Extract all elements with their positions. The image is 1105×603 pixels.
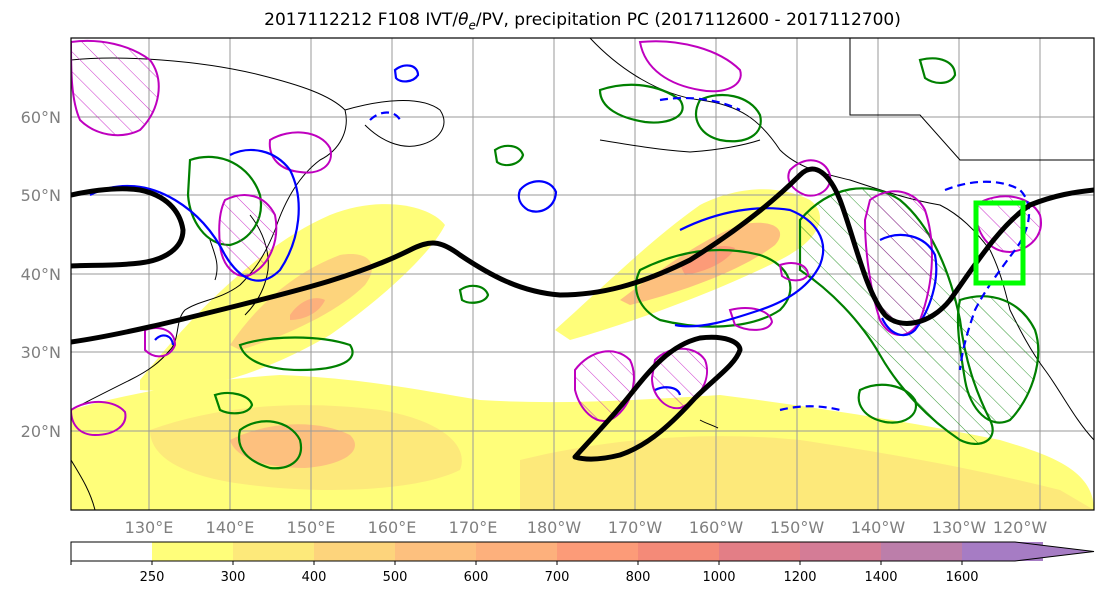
lon-label-140W: 140°W: [851, 518, 906, 537]
title-prefix: 2017112212 F108 IVT/: [264, 10, 459, 30]
title-subscript: e: [468, 18, 476, 33]
pv-contour-gulf: [879, 233, 938, 337]
theta-e-contour-subtropical-loop: [572, 334, 743, 462]
theta-e-contour-asia-loop: [71, 186, 186, 269]
precip-contour-west-1: [213, 391, 254, 415]
coast-aleutians: [599, 139, 761, 153]
precip-contour-subtropical-2: [238, 336, 354, 372]
lat-label-50N: 50°N: [21, 186, 61, 205]
lon-label-150E: 150°E: [287, 518, 336, 537]
magenta-contour-japan: [218, 194, 278, 277]
precip-contour-northeast: [918, 57, 957, 84]
coast-korea: [209, 239, 218, 281]
precip-contour-alaska-interior: [694, 93, 762, 143]
lon-label-180W: 180°W: [527, 518, 582, 537]
pv-contour-hawaii: [654, 386, 682, 396]
lon-label-170E: 170°E: [449, 518, 498, 537]
longitude-labels: 130°E 140°E 150°E 160°E 170°E 180°W 170°…: [125, 518, 1048, 537]
title-suffix: /PV, precipitation PC (2017112600 - 2017…: [475, 10, 901, 30]
magenta-contour-west-center: [144, 327, 177, 358]
magenta-contour-northwest: [71, 39, 160, 137]
latitude-labels: 60°N 50°N 40°N 30°N 20°N: [21, 108, 61, 441]
ivt-region-west-pacific-max: [290, 298, 325, 320]
precip-contour-northeast-pacific: [635, 248, 792, 328]
map-content: [71, 38, 1094, 510]
pv-contour-bering-dash: [369, 111, 401, 121]
lat-label-40N: 40°N: [21, 265, 61, 284]
colorbar-tick-label: 600: [464, 570, 489, 585]
lon-label-130W: 130°W: [932, 518, 987, 537]
figure-title: 2017112212 F108 IVT/θe/PV, precipitation…: [0, 10, 1105, 32]
colorbar-tick-label: 800: [626, 570, 651, 585]
pv-contour-subtropical-dash: [779, 405, 841, 412]
ivt-region-subtropical-max: [230, 424, 355, 468]
pv-contours: [89, 64, 1031, 412]
pv-contour-alaska-dash: [659, 96, 741, 111]
lon-label-150W: 150°W: [770, 518, 825, 537]
ivt-shading: [71, 189, 1094, 510]
lon-label-170W: 170°W: [608, 518, 663, 537]
pv-contour-west-coast: [944, 180, 1031, 371]
lat-label-30N: 30°N: [21, 343, 61, 362]
magenta-contour-pacific-ne: [728, 307, 774, 331]
magenta-contour-west: [71, 401, 127, 437]
colorbar-tick-label: 500: [383, 570, 408, 585]
lat-label-20N: 20°N: [21, 422, 61, 441]
colorbar-segment: [800, 542, 881, 561]
lon-label-160W: 160°W: [689, 518, 744, 537]
colorbar-tick-label: 1400: [864, 570, 897, 585]
magenta-contour-okhotsk: [268, 131, 332, 174]
colorbar-tick-label: 1000: [702, 570, 735, 585]
lon-label-130E: 130°E: [125, 518, 174, 537]
precip-contour-pacific-south: [857, 383, 918, 424]
colorbar-segment: [719, 542, 800, 561]
colorbar-segment: [557, 542, 638, 561]
colorbar-outline: [70, 541, 1095, 562]
colorbar-segment: [638, 542, 719, 561]
coast-philippines: [71, 459, 96, 510]
ivt-region-southeast: [520, 436, 1094, 510]
precip-contour-subtropical-1: [237, 420, 303, 470]
magenta-contour-mid: [778, 262, 810, 282]
colorbar-segment: [71, 542, 152, 561]
precip-contour-mid-pacific: [458, 284, 490, 304]
colorbar-tick-label: 250: [140, 570, 165, 585]
pv-contour-dateline: [517, 180, 558, 213]
colorbar-segment: [314, 542, 395, 561]
colorbar-tick-label: 300: [221, 570, 246, 585]
colorbar-segment: [476, 542, 557, 561]
coast-kamchatka: [344, 100, 445, 147]
pv-contour-asia: [89, 148, 300, 282]
colorbar: 250 300 400 500 600 700 800 1000 1200 1400 1600: [70, 541, 1095, 585]
border-canada-us: [849, 38, 1094, 161]
ivt-region-central-pacific-max: [680, 245, 735, 275]
lon-label-160E: 160°E: [368, 518, 417, 537]
lat-label-60N: 60°N: [21, 108, 61, 127]
coast-hawaii: [699, 419, 719, 429]
colorbar-tick-label: 400: [302, 570, 327, 585]
target-region-box: [973, 200, 1026, 286]
pv-contour-west-south: [154, 334, 175, 346]
colorbar-segment: [233, 542, 314, 561]
theta-e-contour-main: [71, 166, 1094, 345]
colorbar-extension: [962, 542, 1094, 561]
colorbar-tick-label: 1200: [783, 570, 816, 585]
magenta-contour-bering: [638, 40, 742, 93]
title-theta: θ: [458, 10, 469, 30]
lon-label-120W: 120°W: [993, 518, 1048, 537]
colorbar-tick-label: 1600: [945, 570, 978, 585]
precip-contour-dateline: [493, 144, 525, 167]
pv-contour-kamchatka: [393, 64, 420, 83]
colorbar-segment: [152, 542, 233, 561]
pv-contour-alaska: [674, 207, 825, 328]
map-frame: [70, 37, 1095, 511]
colorbar-segment: [395, 542, 476, 561]
colorbar-segment: [881, 542, 962, 561]
lon-label-140E: 140°E: [206, 518, 255, 537]
precip-contour-bering: [598, 83, 684, 124]
precip-contour-west-coast: [956, 295, 1040, 424]
colorbar-tick-label: 700: [545, 570, 570, 585]
